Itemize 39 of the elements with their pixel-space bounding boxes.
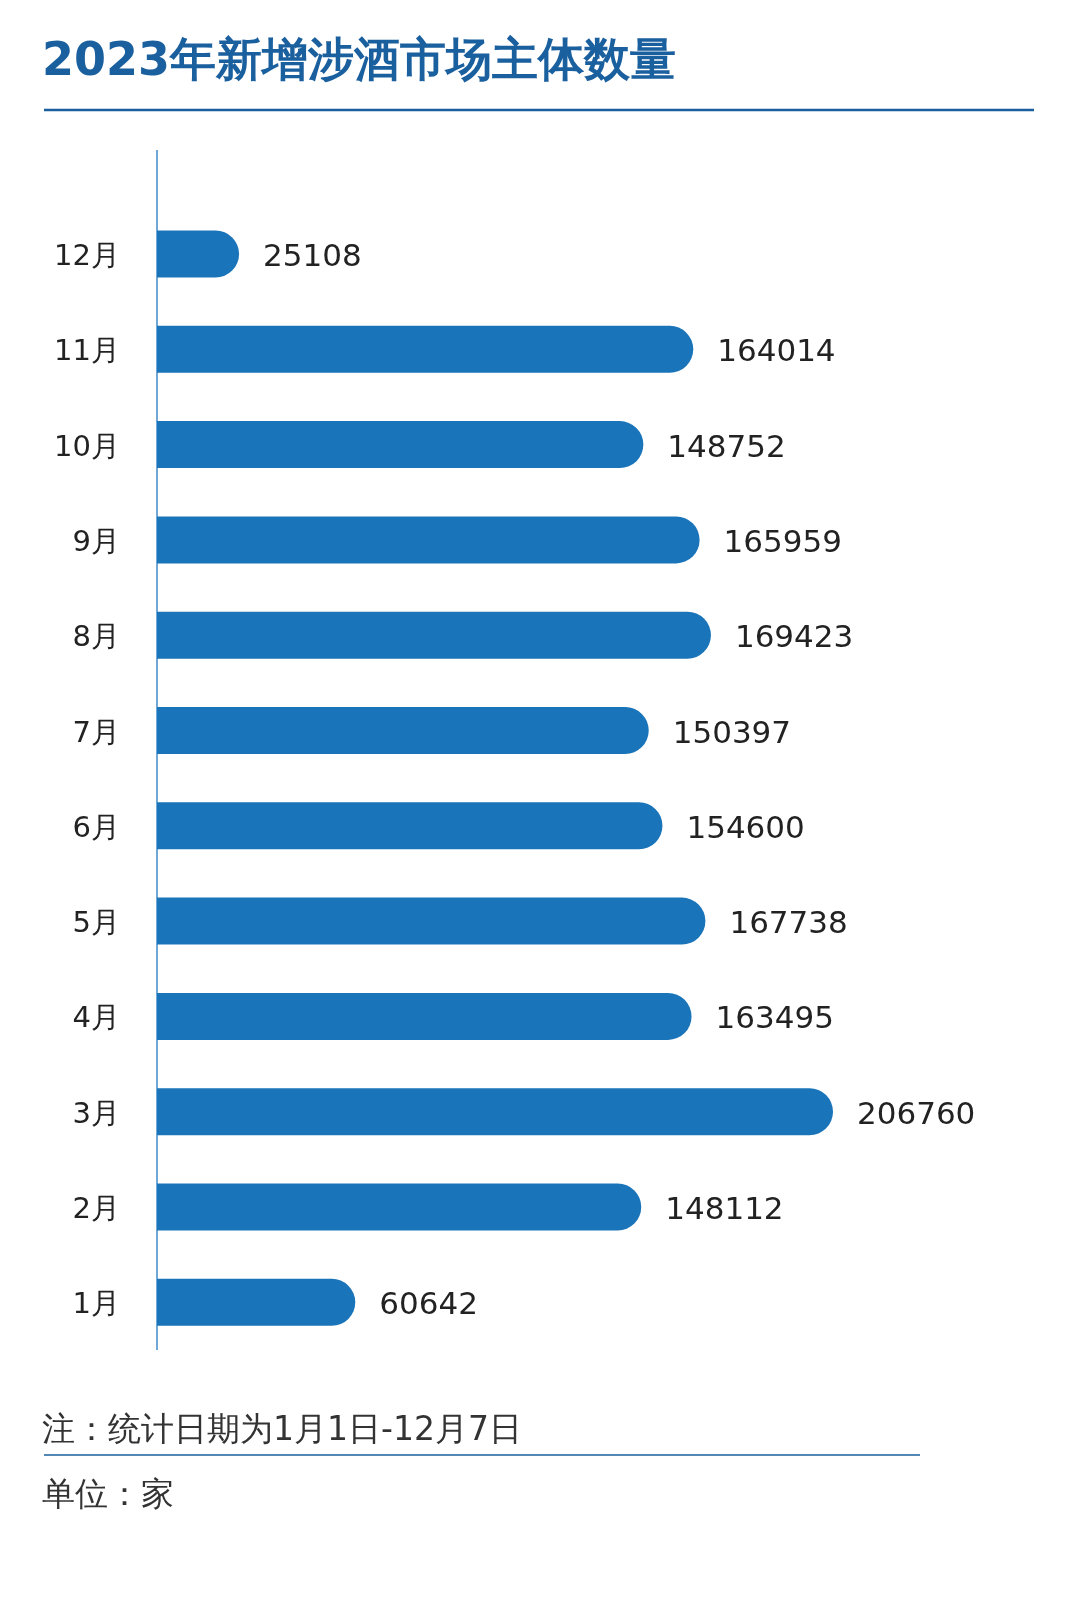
bar — [157, 325, 694, 373]
data-label: 164014 — [717, 332, 836, 369]
data-label: 148752 — [667, 427, 786, 464]
bar — [157, 611, 711, 659]
y-tick-label: 3月 — [72, 1095, 120, 1130]
data-label: 60642 — [379, 1285, 478, 1322]
bar — [157, 230, 240, 278]
y-tick-label: 10月 — [54, 428, 120, 463]
y-tick-label: 12月 — [54, 238, 120, 272]
text: 注：统计日期为1月1日-12月7日 — [42, 1409, 522, 1448]
bar — [157, 992, 692, 1040]
y-tick-label: 4月 — [72, 1000, 120, 1035]
bar — [157, 516, 700, 564]
y-tick-label: 9月 — [72, 523, 120, 558]
data-label: 165959 — [723, 522, 842, 559]
data-label: 148112 — [665, 1190, 784, 1226]
y-tick-label: 2月 — [72, 1191, 120, 1225]
bar — [157, 1183, 642, 1231]
bar — [157, 802, 663, 850]
y-tick-label: 8月 — [72, 619, 120, 654]
data-label: 169423 — [734, 618, 854, 655]
data-label: 206760 — [857, 1094, 976, 1131]
data-label: 25108 — [263, 237, 362, 273]
chart-title: 2023年新增涉酒市场主体数量 — [42, 32, 677, 86]
data-label: 167738 — [729, 904, 848, 941]
bar — [157, 707, 649, 754]
data-label: 163495 — [715, 999, 834, 1036]
data-label: 150397 — [672, 713, 792, 750]
data-label: 154600 — [686, 808, 805, 845]
bar — [157, 897, 706, 945]
bar — [157, 421, 644, 469]
y-tick-label: 6月 — [72, 809, 120, 844]
text: 单位：家 — [42, 1474, 174, 1513]
y-tick-label: 11月 — [54, 333, 120, 368]
bar — [157, 1088, 833, 1136]
bar — [157, 1278, 356, 1326]
y-tick-label: 5月 — [72, 905, 120, 940]
y-tick-label: 7月 — [72, 714, 120, 749]
y-tick-label: 1月 — [72, 1286, 120, 1321]
